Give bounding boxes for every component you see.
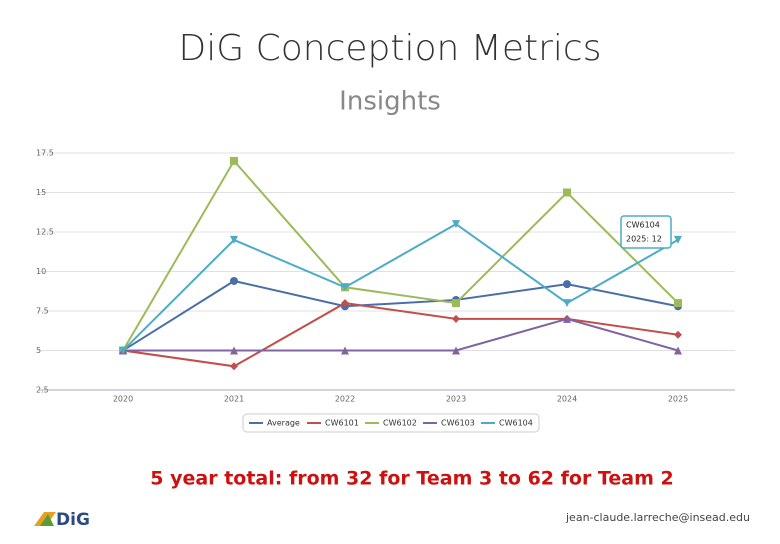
legend-label: Average xyxy=(267,419,300,428)
series-line xyxy=(122,302,679,368)
point xyxy=(452,220,460,229)
point xyxy=(452,314,460,323)
x-tick-label: 2025 xyxy=(668,395,688,404)
point xyxy=(674,235,682,244)
point xyxy=(452,299,460,308)
point xyxy=(563,299,571,308)
point xyxy=(119,346,127,355)
point xyxy=(563,188,571,197)
point xyxy=(230,346,238,355)
point xyxy=(563,314,571,323)
summary: 5 year total: from 32 for Team 3 to 62 f… xyxy=(150,468,673,490)
legend: Average CW6101 CW6102 CW6103 CW6104 xyxy=(242,413,540,433)
tooltip-box xyxy=(620,215,672,249)
point xyxy=(674,346,682,355)
series-line xyxy=(123,317,679,352)
legend-label: CW6102 xyxy=(383,419,417,428)
point xyxy=(230,235,238,244)
series-line xyxy=(122,159,679,352)
point xyxy=(341,299,349,308)
point xyxy=(341,283,349,292)
x-tick-label: 2024 xyxy=(557,395,577,404)
series-line xyxy=(122,279,679,352)
y-tick-label: 7.5 xyxy=(36,307,49,316)
point xyxy=(230,362,238,371)
x-tick-label: 2021 xyxy=(224,395,244,404)
x-tick-label: 2022 xyxy=(335,395,355,404)
point xyxy=(341,346,349,355)
tooltip-text: 2025: 12 xyxy=(626,235,662,244)
slide-title: DiG Conception Metrics xyxy=(179,28,602,69)
point xyxy=(230,276,238,285)
series-line xyxy=(122,222,679,352)
point xyxy=(674,330,682,339)
point xyxy=(230,156,238,165)
legend-box xyxy=(242,413,540,433)
logo-shape xyxy=(40,514,54,526)
point xyxy=(452,346,460,355)
legend-label: CW6103 xyxy=(441,419,475,428)
point xyxy=(674,299,682,308)
logo: DiG xyxy=(56,510,90,530)
email: jean-claude.larreche@insead.edu xyxy=(565,511,750,524)
point xyxy=(563,280,571,289)
x-tick-label: 2020 xyxy=(113,395,133,404)
tooltip-title: CW6104 xyxy=(626,221,660,230)
y-tick-label: 12.5 xyxy=(36,228,54,237)
legend-label: CW6101 xyxy=(325,419,359,428)
y-tick-label: 10 xyxy=(36,267,46,276)
slide-subtitle: Insights xyxy=(339,87,441,117)
y-tick-label: 17.5 xyxy=(36,149,54,158)
x-tick-label: 2023 xyxy=(446,395,466,404)
y-tick-label: 15 xyxy=(36,188,46,197)
y-tick-label: 5 xyxy=(36,346,41,355)
legend-label: CW6104 xyxy=(499,419,533,428)
